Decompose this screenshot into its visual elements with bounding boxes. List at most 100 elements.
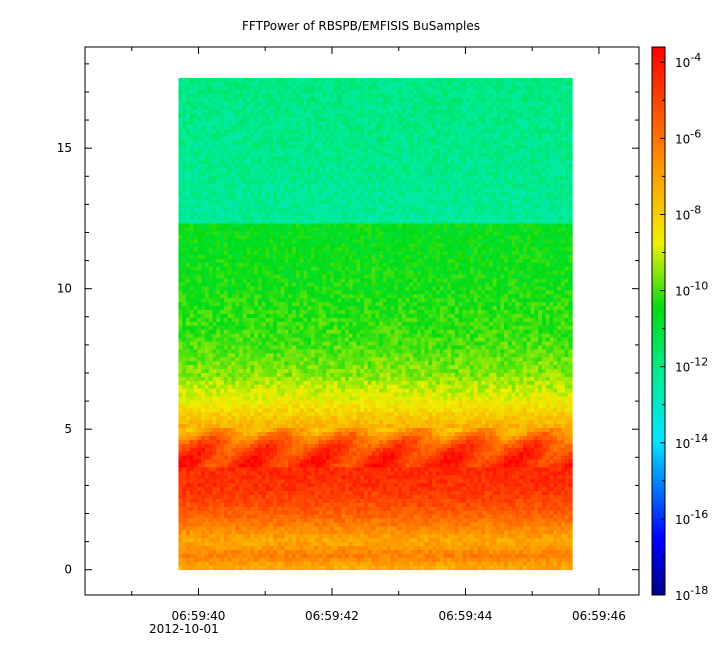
heatmap-cell: [439, 262, 444, 268]
heatmap-cell: [246, 231, 251, 236]
heatmap-cell: [439, 144, 444, 150]
heatmap-cell: [545, 172, 550, 177]
heatmap-cell: [394, 192, 399, 197]
heatmap-cell: [223, 93, 229, 98]
heatmap-cell: [273, 203, 278, 209]
heatmap-cell: [356, 172, 361, 177]
heatmap-cell: [318, 156, 323, 161]
heatmap-cell: [534, 192, 539, 197]
heatmap-cell: [341, 105, 346, 110]
heatmap-cell: [292, 121, 297, 126]
heatmap-cell: [246, 223, 251, 228]
heatmap-cell: [326, 176, 331, 181]
heatmap-cell: [386, 132, 391, 138]
heatmap-cell: [250, 258, 255, 264]
heatmap-cell: [451, 231, 456, 236]
heatmap-cell: [530, 203, 535, 209]
heatmap-cell: [500, 117, 505, 122]
heatmap-cell: [246, 219, 251, 224]
heatmap-cell: [280, 144, 285, 150]
heatmap-cell: [405, 164, 410, 169]
heatmap-cell: [485, 97, 490, 102]
heatmap-cell: [352, 81, 357, 87]
heatmap-cell: [360, 77, 365, 83]
heatmap-cell: [186, 199, 191, 205]
heatmap-cell: [428, 125, 433, 130]
heatmap-cell: [292, 251, 297, 256]
heatmap-cell: [375, 223, 380, 228]
heatmap-cell: [477, 219, 482, 224]
heatmap-cell: [473, 93, 478, 98]
heatmap-cell: [197, 140, 202, 146]
heatmap-cell: [276, 251, 282, 256]
heatmap-cell: [273, 251, 278, 256]
heatmap-cell: [530, 168, 535, 173]
heatmap-cell: [295, 129, 301, 134]
heatmap-cell: [220, 121, 225, 126]
heatmap-cell: [276, 235, 282, 240]
heatmap-cell: [231, 231, 236, 236]
heatmap-cell: [534, 125, 539, 130]
heatmap-cell: [432, 77, 437, 83]
heatmap-cell: [189, 195, 194, 201]
heatmap-cell: [447, 203, 452, 209]
heatmap-cell: [295, 207, 301, 213]
heatmap-cell: [345, 93, 350, 98]
heatmap-cell: [386, 231, 391, 236]
heatmap-cell: [394, 136, 399, 142]
heatmap-cell: [557, 247, 562, 252]
heatmap-cell: [488, 254, 494, 260]
heatmap-cell: [379, 144, 384, 150]
heatmap-cell: [193, 136, 198, 142]
heatmap-cell: [307, 89, 312, 95]
heatmap-cell: [280, 129, 285, 134]
heatmap-cell: [394, 235, 399, 240]
heatmap-cell: [220, 176, 225, 181]
heatmap-cell: [462, 207, 467, 213]
heatmap-cell: [394, 243, 399, 248]
heatmap-cell: [186, 93, 191, 98]
heatmap-cell: [454, 219, 460, 224]
heatmap-cell: [216, 243, 221, 248]
heatmap-cell: [329, 140, 335, 146]
heatmap-cell: [326, 89, 331, 95]
heatmap-cell: [307, 254, 312, 260]
heatmap-cell: [197, 176, 202, 181]
heatmap-cell: [363, 164, 369, 169]
heatmap-cell: [208, 144, 213, 150]
heatmap-cell: [284, 164, 289, 169]
heatmap-cell: [420, 89, 425, 95]
heatmap-cell: [284, 180, 289, 185]
heatmap-cell: [398, 168, 403, 173]
heatmap-cell: [280, 184, 285, 189]
heatmap-cell: [360, 148, 365, 154]
heatmap-cell: [345, 105, 350, 110]
heatmap-cell: [257, 262, 263, 268]
heatmap-cell: [375, 164, 380, 169]
heatmap-cell: [515, 140, 520, 146]
heatmap-cell: [538, 89, 543, 95]
heatmap-cell: [379, 219, 384, 224]
heatmap-cell: [379, 156, 384, 161]
heatmap-cell: [254, 81, 259, 87]
heatmap-cell: [356, 215, 361, 220]
heatmap-cell: [284, 77, 289, 83]
heatmap-cell: [322, 121, 327, 126]
heatmap-cell: [481, 93, 486, 98]
heatmap-cell: [182, 101, 187, 106]
heatmap-cell: [216, 184, 221, 189]
heatmap-cell: [265, 132, 270, 138]
heatmap-cell: [341, 117, 346, 122]
heatmap-cell: [246, 117, 251, 122]
heatmap-cell: [390, 85, 395, 91]
heatmap-cell: [515, 227, 520, 232]
heatmap-cell: [322, 148, 327, 154]
heatmap-cell: [197, 247, 202, 252]
heatmap-cell: [235, 81, 240, 87]
heatmap-cell: [265, 77, 270, 83]
heatmap-cell: [564, 262, 569, 268]
heatmap-cell: [435, 262, 441, 268]
heatmap-cell: [242, 148, 248, 154]
heatmap-cell: [182, 195, 187, 201]
heatmap-cell: [428, 180, 433, 185]
